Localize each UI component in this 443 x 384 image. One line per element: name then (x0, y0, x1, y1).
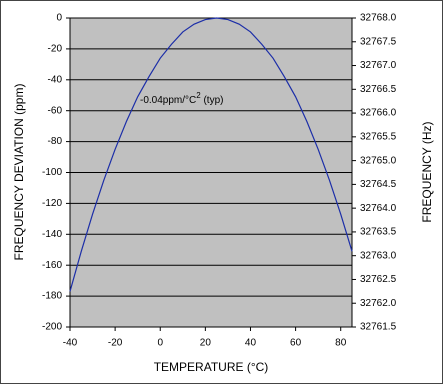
x-tick-label: 0 (157, 338, 163, 349)
annotation-suffix: (typ) (201, 95, 224, 106)
y-tick-label: -120 (42, 198, 62, 209)
y-tick-label: 0 (56, 13, 62, 24)
y-tick-label: -60 (48, 105, 63, 116)
x-tick-label: 60 (290, 338, 302, 349)
y2-tick-label: 32763.5 (360, 227, 397, 238)
y-tick-label: -20 (48, 44, 63, 55)
y2-tick-label: 32761.5 (360, 322, 397, 333)
y2-tick-label: 32762.5 (360, 274, 397, 285)
y-tick-label: -80 (48, 136, 63, 147)
x-tick-label: 40 (245, 338, 257, 349)
x-tick-label: -40 (63, 338, 78, 349)
x-tick-label: 20 (200, 338, 212, 349)
y2-tick-label: 32763.0 (360, 250, 397, 261)
y2-tick-label: 32766.5 (360, 84, 397, 95)
y2-tick-label: 32767.5 (360, 36, 397, 47)
annotation-text: -0.04ppm/°C (140, 95, 196, 106)
y2-tick-label: 32764.5 (360, 179, 397, 190)
x-tick-label: 80 (335, 338, 347, 349)
y-tick-label: -100 (42, 167, 62, 178)
y2-tick-label: 32762.0 (360, 298, 397, 309)
annotation-superscript: 2 (196, 91, 201, 100)
y-tick-label: -140 (42, 229, 62, 240)
y2-axis-title: FREQUENCY (Hz) (420, 121, 434, 222)
annotation: -0.04ppm/°C2 (typ) (140, 91, 223, 106)
x-axis-title: TEMPERATURE (°C) (154, 360, 269, 374)
y2-tick-label: 32767.0 (360, 60, 397, 71)
y-tick-label: -180 (42, 291, 62, 302)
y2-tick-label: 32765.0 (360, 155, 397, 166)
y-tick-label: -160 (42, 260, 62, 271)
plot-border (69, 17, 353, 328)
y2-tick-label: 32765.5 (360, 131, 397, 142)
y-axis-title: FREQUENCY DEVIATION (ppm) (12, 84, 26, 261)
data-line (69, 17, 353, 292)
y2-tick-label: 32768.0 (360, 13, 397, 24)
y-tick-label: -40 (48, 74, 63, 85)
x-tick-label: -20 (108, 338, 123, 349)
y2-tick-label: 32766.0 (360, 108, 397, 119)
y-tick-label: -200 (42, 322, 62, 333)
y2-tick-label: 32764.0 (360, 203, 397, 214)
